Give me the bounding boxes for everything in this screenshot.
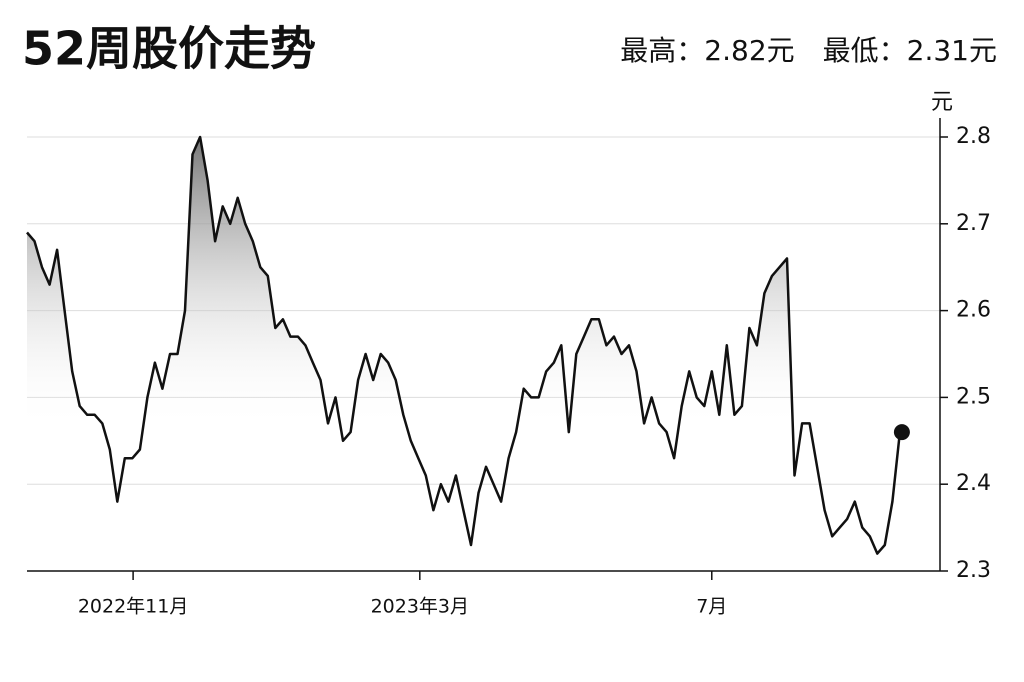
x-tick-label: 7月: [696, 596, 727, 618]
y-tick-label: 2.8: [956, 124, 991, 149]
y-tick-label: 2.3: [956, 558, 991, 583]
y-tick-label: 2.5: [956, 384, 991, 409]
x-tick-label: 2023年3月: [371, 596, 469, 618]
area: [27, 137, 900, 571]
last-point: [893, 424, 910, 441]
chart-title: 52周股价走势: [22, 22, 316, 76]
y-tick-label: 2.7: [956, 211, 991, 236]
chart-subtitle: 最高：2.82元 最低：2.31元: [620, 34, 997, 67]
y-tick-label: 2.6: [956, 298, 991, 323]
y-tick-label: 2.4: [956, 471, 991, 496]
y-unit: 元: [931, 90, 953, 115]
x-tick-label: 2022年11月: [78, 596, 189, 618]
price-line: [26, 135, 902, 555]
